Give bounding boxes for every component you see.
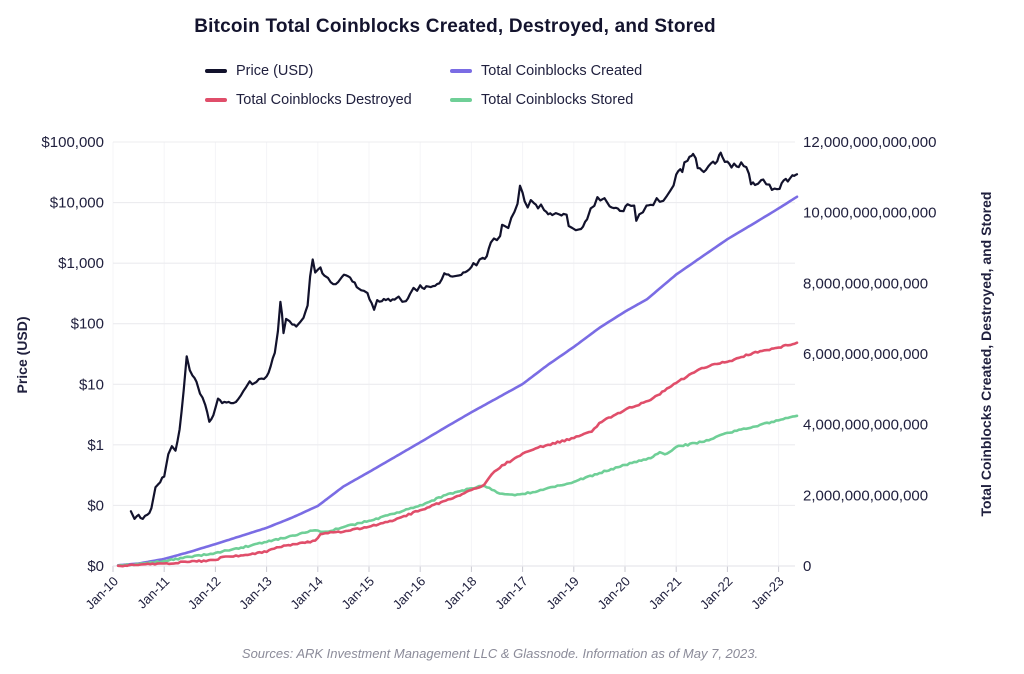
svg-text:6,000,000,000,000: 6,000,000,000,000 [803,346,928,363]
svg-text:$1,000: $1,000 [58,255,104,272]
svg-text:Jan-17: Jan-17 [492,574,531,613]
svg-text:$0: $0 [87,558,104,575]
svg-text:0: 0 [803,558,811,575]
series-stored-line [116,414,799,567]
legend-label-created: Total Coinblocks Created [481,63,643,79]
svg-text:$10,000: $10,000 [50,195,104,212]
svg-text:$100: $100 [71,316,104,333]
svg-text:Jan-21: Jan-21 [646,574,685,613]
svg-text:Jan-19: Jan-19 [543,574,582,613]
svg-text:$10: $10 [79,376,104,393]
svg-text:10,000,000,000,000: 10,000,000,000,000 [803,205,936,222]
svg-text:$100,000: $100,000 [41,134,104,151]
svg-text:Jan-16: Jan-16 [390,574,429,613]
svg-text:Jan-15: Jan-15 [338,574,377,613]
svg-text:Jan-11: Jan-11 [134,574,172,612]
y-axis-right-ticks: 12,000,000,000,000 10,000,000,000,000 8,00… [803,134,936,575]
legend-swatch-stored [450,98,472,102]
svg-text:Jan-10: Jan-10 [82,574,121,613]
svg-text:$1: $1 [87,437,104,454]
legend-item-destroyed: Total Coinblocks Destroyed [205,90,450,110]
chart-legend: Price (USD) Total Coinblocks Created Tot… [205,61,642,110]
svg-text:Jan-20: Jan-20 [594,574,633,613]
legend-swatch-price [205,69,227,73]
series-created-line [116,195,799,567]
x-axis: Jan-10 Jan-11 Jan-12 Jan-13 Jan-14 Jan-15 Jan-… [82,565,795,613]
vertical-gridlines [112,142,780,566]
legend-label-price: Price (USD) [236,63,314,79]
legend-swatch-created [450,69,472,73]
y-axis-label-right: Total Coinblocks Created, Destroyed, and… [978,191,994,517]
legend-label-destroyed: Total Coinblocks Destroyed [236,92,412,108]
svg-text:$0: $0 [87,497,104,514]
legend-item-price: Price (USD) [205,61,450,81]
svg-text:Jan-23: Jan-23 [748,574,787,613]
legend-item-stored: Total Coinblocks Stored [450,90,642,110]
page-title: Bitcoin Total Coinblocks Created, Destro… [194,16,716,37]
svg-text:Jan-13: Jan-13 [236,574,275,613]
source-note: Sources: ARK Investment Management LLC &… [241,646,759,661]
legend-label-stored: Total Coinblocks Stored [481,92,634,108]
series-price-line [129,151,799,520]
svg-text:Jan-14: Jan-14 [287,574,326,613]
svg-text:8,000,000,000,000: 8,000,000,000,000 [803,275,928,292]
series-lines [116,151,799,568]
y-axis-label-left: Price (USD) [14,316,30,394]
svg-text:2,000,000,000,000: 2,000,000,000,000 [803,487,928,504]
svg-text:Jan-22: Jan-22 [697,574,736,613]
svg-text:Jan-18: Jan-18 [441,574,480,613]
svg-text:4,000,000,000,000: 4,000,000,000,000 [803,417,928,434]
svg-text:Jan-12: Jan-12 [185,574,224,613]
series-destroyed-line [116,341,799,568]
svg-text:12,000,000,000,000: 12,000,000,000,000 [803,134,936,151]
y-axis-left-ticks: $100,000 $10,000 $1,000 $100 $10 $1 $0 $0 [41,134,104,575]
legend-item-created: Total Coinblocks Created [450,61,642,81]
legend-swatch-destroyed [205,98,227,102]
